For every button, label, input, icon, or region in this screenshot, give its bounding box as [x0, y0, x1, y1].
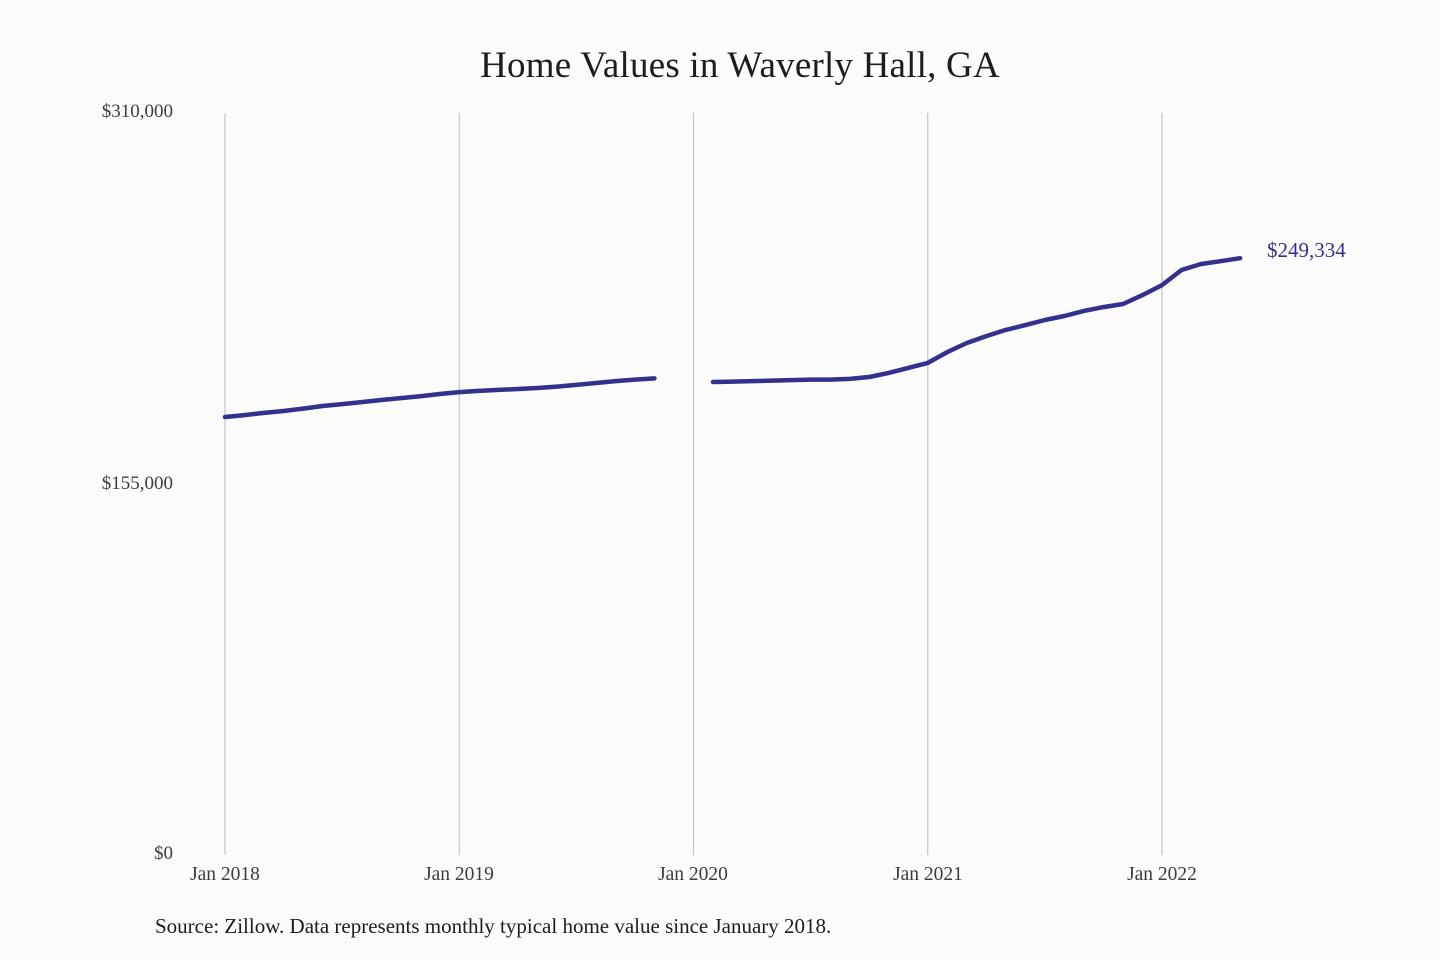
home-value-line-series — [222, 255, 1243, 420]
y-axis-tick-310000: $310,000 — [101, 101, 173, 122]
x-axis-tick-jan-2021: Jan 2021 — [893, 864, 963, 885]
y-axis-tick-0: $0 — [154, 843, 173, 864]
latest-value-annotation: $249,334 — [1267, 238, 1346, 262]
x-axis-tick-jan-2020: Jan 2020 — [658, 864, 728, 885]
x-axis-tick-jan-2022: Jan 2022 — [1127, 864, 1197, 885]
chart-title: Home Values in Waverly Hall, GA — [480, 45, 1000, 86]
source-note: Source: Zillow. Data represents monthly … — [155, 914, 832, 938]
x-axis-tick-jan-2018: Jan 2018 — [190, 864, 260, 885]
x-axis-tick-jan-2019: Jan 2019 — [424, 864, 494, 885]
y-axis-tick-155000: $155,000 — [101, 473, 173, 494]
